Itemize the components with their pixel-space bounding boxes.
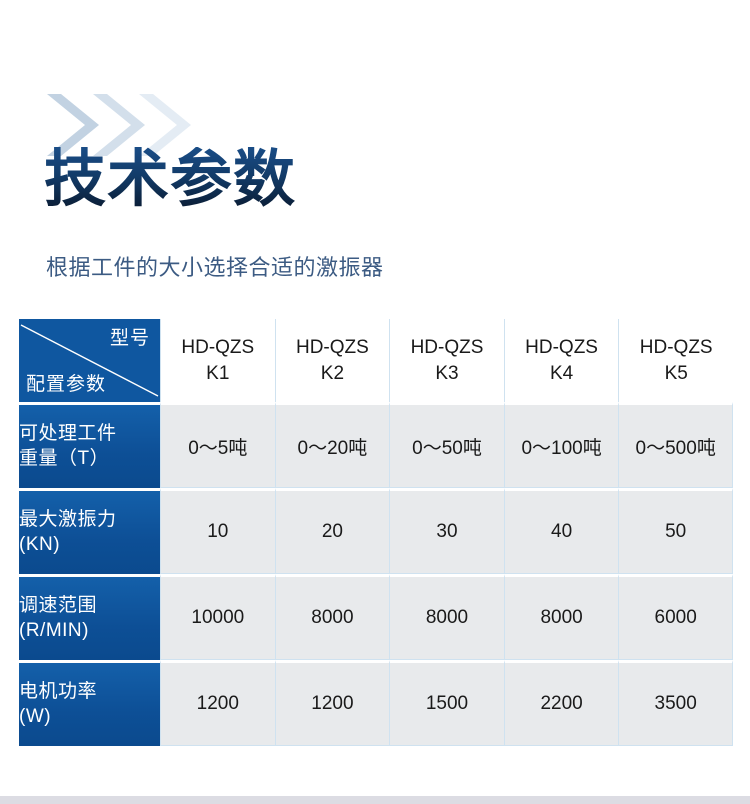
column-header-k2: HD-QZS K2 bbox=[274, 319, 390, 402]
column-header-k5: HD-QZS K5 bbox=[618, 319, 733, 402]
spec-table: 型号 配置参数 HD-QZS K1 HD-QZS K2 HD-QZS K3 HD… bbox=[19, 319, 733, 746]
cell-power-k4: 2200 bbox=[503, 660, 619, 746]
cell-power-k3: 1500 bbox=[389, 660, 504, 746]
cell-power-k2: 1200 bbox=[274, 660, 390, 746]
column-header-k5-line1: HD-QZS bbox=[639, 336, 713, 358]
column-header-k3: HD-QZS K3 bbox=[389, 319, 504, 402]
cell-force-k4: 40 bbox=[503, 488, 619, 574]
cell-speed-k4: 8000 bbox=[503, 574, 619, 660]
column-header-k5-line2: K5 bbox=[664, 362, 688, 384]
cell-power-k5: 3500 bbox=[618, 660, 733, 746]
table-row: 可处理工件 重量（T） 0～5吨 0～20吨 0～50吨 0～100吨 0～50… bbox=[19, 402, 733, 488]
cell-weight-k5: 0～500吨 bbox=[618, 402, 733, 488]
column-header-k1: HD-QZS K1 bbox=[160, 319, 275, 402]
diagonal-divider-icon bbox=[20, 324, 159, 397]
corner-label-model: 型号 bbox=[109, 328, 150, 349]
table-row: 最大激振力 (KN) 10 20 30 40 50 bbox=[19, 488, 733, 574]
cell-weight-k2: 0～20吨 bbox=[274, 402, 390, 488]
cell-power-k1: 1200 bbox=[160, 660, 275, 746]
column-header-k1-line1: HD-QZS bbox=[181, 336, 255, 358]
page-subtitle: 根据工件的大小选择合适的激振器 bbox=[46, 255, 384, 280]
row-label-motor-power-line2: (W) bbox=[19, 705, 52, 727]
column-header-k3-line1: HD-QZS bbox=[410, 336, 484, 358]
cell-force-k2: 20 bbox=[274, 488, 390, 574]
row-label-workpiece-weight-line1: 可处理工件 bbox=[19, 422, 117, 444]
table-row: 电机功率 (W) 1200 1200 1500 2200 3500 bbox=[19, 660, 733, 746]
column-header-k4-line1: HD-QZS bbox=[525, 336, 598, 358]
corner-label-param: 配置参数 bbox=[26, 374, 107, 395]
cell-speed-k5: 6000 bbox=[618, 574, 733, 660]
cell-weight-k1: 0～5吨 bbox=[160, 402, 275, 488]
row-label-workpiece-weight-line2: 重量（T） bbox=[19, 447, 110, 469]
column-header-k3-line2: K3 bbox=[435, 362, 459, 384]
row-label-max-exciting-force-line1: 最大激振力 bbox=[19, 508, 117, 530]
cell-force-k5: 50 bbox=[618, 488, 733, 574]
cell-speed-k2: 8000 bbox=[274, 574, 390, 660]
page-title: 技术参数 bbox=[44, 145, 297, 214]
cell-weight-k3: 0～50吨 bbox=[389, 402, 504, 488]
column-header-k4-line2: K4 bbox=[549, 362, 574, 384]
row-label-workpiece-weight: 可处理工件 重量（T） bbox=[19, 402, 160, 488]
column-header-k4: HD-QZS K4 bbox=[503, 319, 619, 402]
column-header-k2-line1: HD-QZS bbox=[295, 336, 369, 358]
cell-force-k1: 10 bbox=[160, 488, 275, 574]
cell-force-k3: 30 bbox=[389, 488, 504, 574]
row-label-motor-power-line1: 电机功率 bbox=[19, 680, 98, 702]
column-header-k2-line2: K2 bbox=[320, 362, 345, 384]
row-label-speed-range-line1: 调速范围 bbox=[19, 594, 98, 616]
cell-speed-k1: 10000 bbox=[160, 574, 275, 660]
corner-header-cell: 型号 配置参数 bbox=[19, 319, 160, 402]
row-label-max-exciting-force-line2: (KN) bbox=[19, 533, 61, 555]
triple-chevron-right-icon bbox=[47, 94, 237, 156]
row-label-speed-range: 调速范围 (R/MIN) bbox=[19, 574, 160, 660]
row-label-speed-range-line2: (R/MIN) bbox=[19, 619, 89, 641]
table-row: 调速范围 (R/MIN) 10000 8000 8000 8000 6000 bbox=[19, 574, 733, 660]
bottom-divider bbox=[0, 796, 750, 804]
row-label-motor-power: 电机功率 (W) bbox=[19, 660, 160, 746]
cell-weight-k4: 0～100吨 bbox=[503, 402, 619, 488]
cell-speed-k3: 8000 bbox=[389, 574, 504, 660]
table-header-row: 型号 配置参数 HD-QZS K1 HD-QZS K2 HD-QZS K3 HD… bbox=[19, 319, 733, 402]
column-header-k1-line2: K1 bbox=[206, 362, 230, 384]
row-label-max-exciting-force: 最大激振力 (KN) bbox=[19, 488, 160, 574]
